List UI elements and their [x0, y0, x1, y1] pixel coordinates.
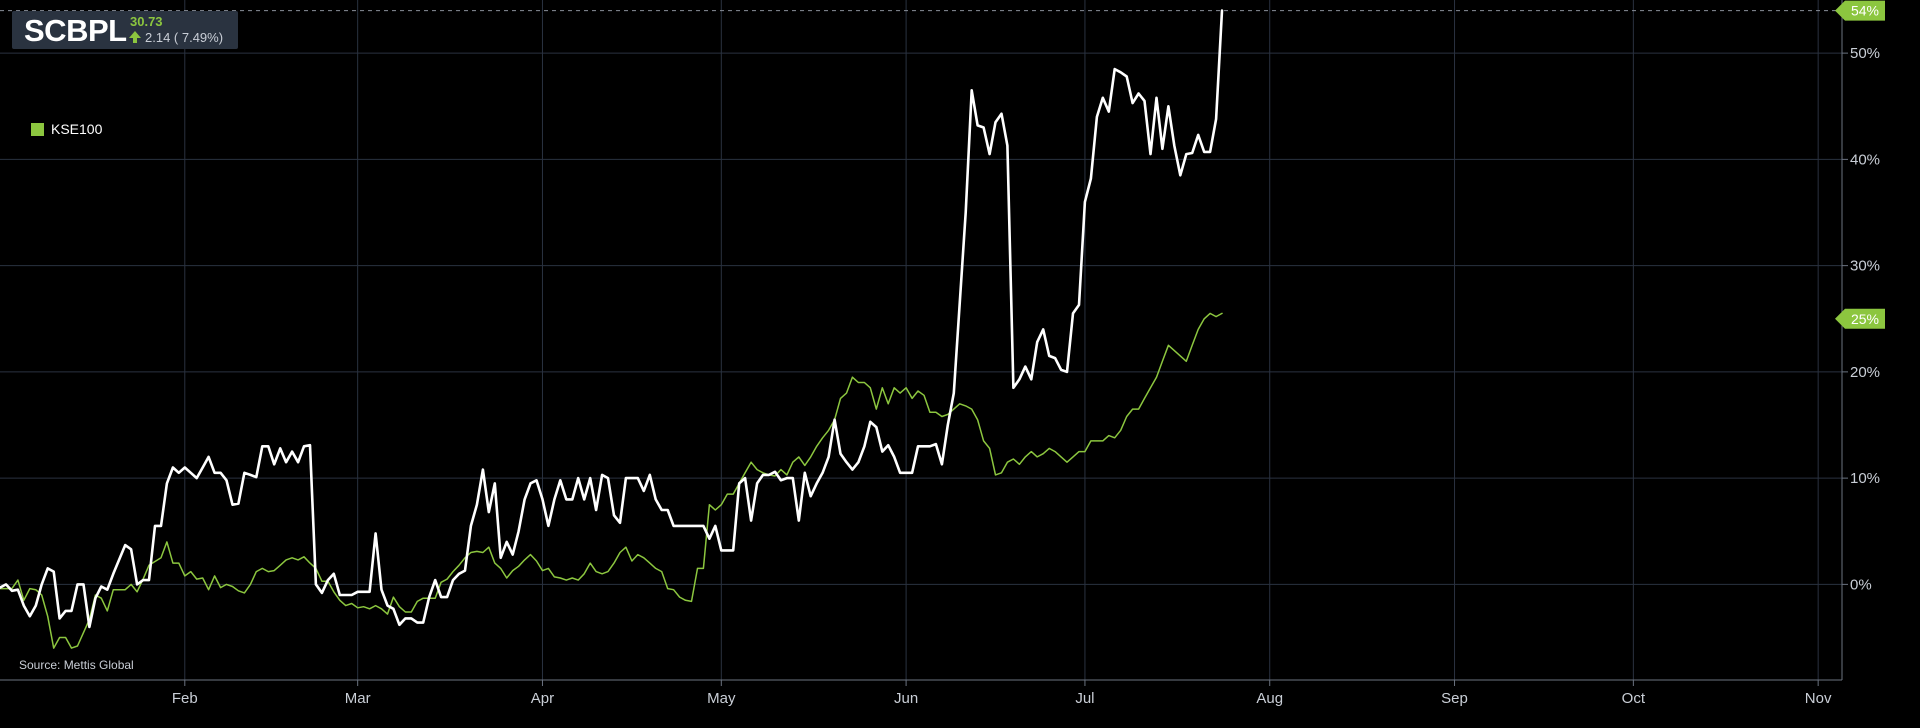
ticker-symbol: SCBPL — [24, 13, 127, 48]
chart-axes — [0, 0, 1848, 686]
y-tick-label: 0% — [1850, 576, 1872, 593]
end-value-tag — [1835, 0, 1885, 21]
series-line-scbpl — [0, 9, 1224, 629]
x-tick-label: Feb — [172, 690, 198, 707]
chart-grid — [0, 0, 1842, 680]
chart-end-labels: 54% 25% — [1835, 0, 1885, 329]
ticker-price: 30.73 — [130, 14, 163, 29]
legend-swatch-kse100 — [31, 122, 44, 136]
x-tick-label: Nov — [1805, 690, 1832, 707]
x-tick-label: Jul — [1075, 690, 1094, 707]
x-tick-label: Apr — [531, 690, 554, 707]
x-tick-label: Jun — [894, 690, 918, 707]
end-value-label: 54% — [1835, 0, 1885, 21]
y-tick-label: 30% — [1850, 258, 1880, 275]
x-tick-label: Sep — [1441, 690, 1468, 707]
y-tick-label: 20% — [1850, 364, 1880, 381]
ticker-change: 2.14 ( 7.49%) — [145, 30, 224, 45]
y-tick-label: 50% — [1850, 45, 1880, 62]
chart-source: Source: Mettis Global — [19, 658, 134, 672]
x-tick-label: Mar — [345, 690, 371, 707]
chart-tick-labels: 0% 10% 20% 30% 40% 50% Feb Mar Apr May Jun Jul Aug Se… — [172, 45, 1880, 707]
end-value-tag — [1835, 308, 1885, 329]
end-value-text: 25% — [1851, 311, 1879, 327]
arrow-up-icon — [129, 31, 141, 43]
y-tick-label: 10% — [1850, 470, 1880, 487]
x-tick-label: Aug — [1256, 690, 1283, 707]
chart-legend[interactable]: KSE100 — [31, 121, 102, 137]
end-value-text: 54% — [1851, 3, 1879, 19]
end-value-label: 25% — [1835, 308, 1885, 329]
x-tick-label: May — [707, 690, 736, 707]
y-tick-label: 40% — [1850, 151, 1880, 168]
ticker-panel: SCBPL 30.73 2.14 ( 7.49%) — [12, 11, 238, 49]
series-line-kse100 — [0, 312, 1223, 649]
chart-series — [0, 9, 1224, 649]
x-tick-label: Oct — [1622, 690, 1646, 707]
legend-label-kse100: KSE100 — [51, 121, 103, 137]
